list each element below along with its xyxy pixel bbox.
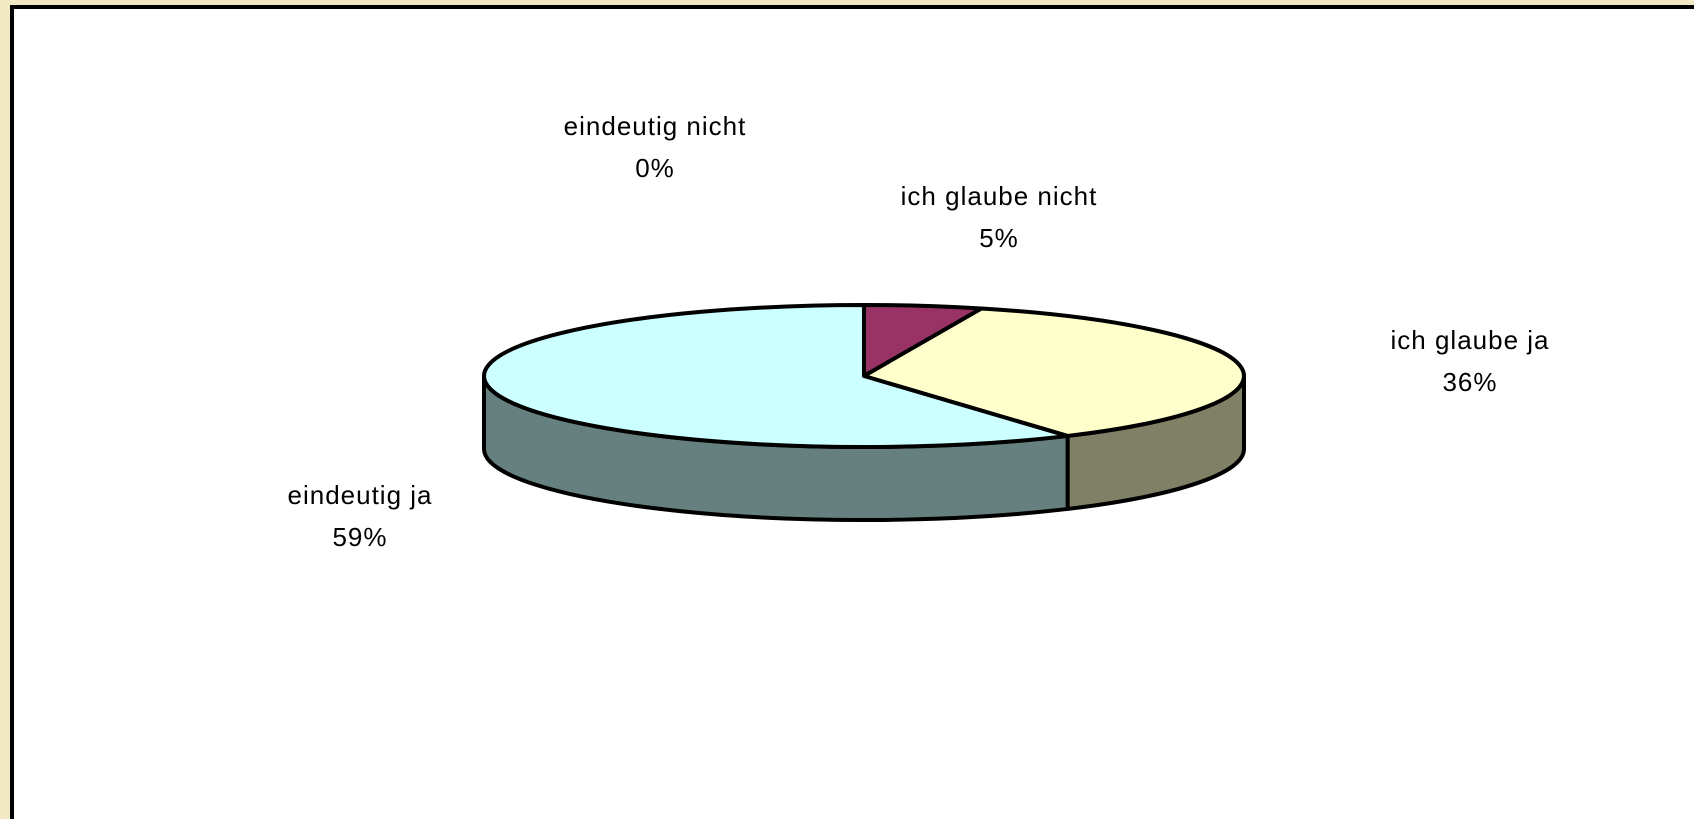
slice-label: ich glaube nicht <box>901 181 1098 211</box>
pie-tops <box>482 303 1246 449</box>
pie-slice <box>862 306 1246 438</box>
slice-value-label: 36% <box>1442 367 1497 397</box>
slice-value-label: 5% <box>979 223 1019 253</box>
pie-slice <box>482 303 1070 449</box>
slice-value-label: 59% <box>332 522 387 552</box>
slice-value-label: 0% <box>635 153 675 183</box>
labels: eindeutig nicht 0% ich glaube nicht 5% ich g… <box>288 111 1550 552</box>
slice-label: eindeutig nicht <box>564 111 747 141</box>
slice-label: ich glaube ja <box>1391 325 1550 355</box>
slice-label: eindeutig ja <box>288 480 433 510</box>
